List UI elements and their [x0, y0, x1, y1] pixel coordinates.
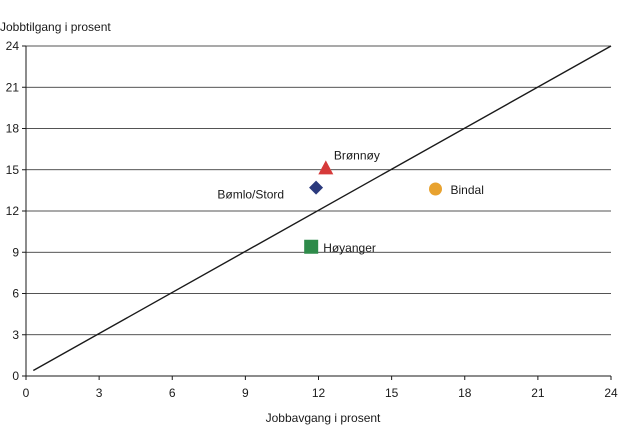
y-tick-label-9: 9: [12, 245, 19, 259]
x-tick-label-9: 9: [242, 386, 249, 400]
point-label-bindal: Bindal: [451, 183, 484, 197]
y-tick-label-15: 15: [6, 163, 20, 177]
point-b-mlo-stord-diamond: [309, 180, 324, 195]
x-axis-title: Jobbavgang i prosent: [266, 411, 381, 425]
point-bindal-circle: [429, 182, 442, 196]
y-tick-label-24: 24: [6, 39, 20, 53]
y-tick-label-0: 0: [12, 369, 19, 383]
y-axis-title: Jobbtilgang i prosent: [0, 20, 111, 34]
point-label-b-mlo-stord: Bømlo/Stord: [217, 188, 284, 202]
gridlines: [26, 45, 611, 336]
point-label-h-yanger: Høyanger: [323, 241, 376, 255]
y-tick-label-3: 3: [12, 328, 19, 342]
point-labels: Brønnøy Bømlo/Stord Bindal Høyanger: [217, 148, 483, 254]
x-tick-label-18: 18: [458, 386, 472, 400]
x-tick-label-0: 0: [23, 386, 30, 400]
x-tick-label-6: 6: [169, 386, 176, 400]
point-br-nn-y-triangle: [318, 160, 334, 175]
reference-line-layer: [32, 45, 612, 372]
x-tick-label-24: 24: [604, 386, 618, 400]
x-tick-label-15: 15: [385, 386, 399, 400]
point-h-yanger-square: [304, 239, 319, 254]
y-tick-label-21: 21: [6, 80, 20, 94]
y-tick-label-6: 6: [12, 287, 19, 301]
reference-line: [32, 45, 612, 372]
x-tick-label-21: 21: [531, 386, 545, 400]
x-tick-label-12: 12: [312, 386, 326, 400]
data-points: [304, 160, 442, 254]
tick-labels: 0 3 6 9 12 15 18 21 24 0 3 6 9 12 15 18 21 24: [6, 39, 618, 400]
y-tick-label-12: 12: [6, 204, 20, 218]
x-tick-label-3: 3: [96, 386, 103, 400]
point-label-br-nn-y: Brønnøy: [334, 148, 380, 162]
axes: [22, 45, 612, 380]
y-tick-label-18: 18: [6, 122, 20, 136]
